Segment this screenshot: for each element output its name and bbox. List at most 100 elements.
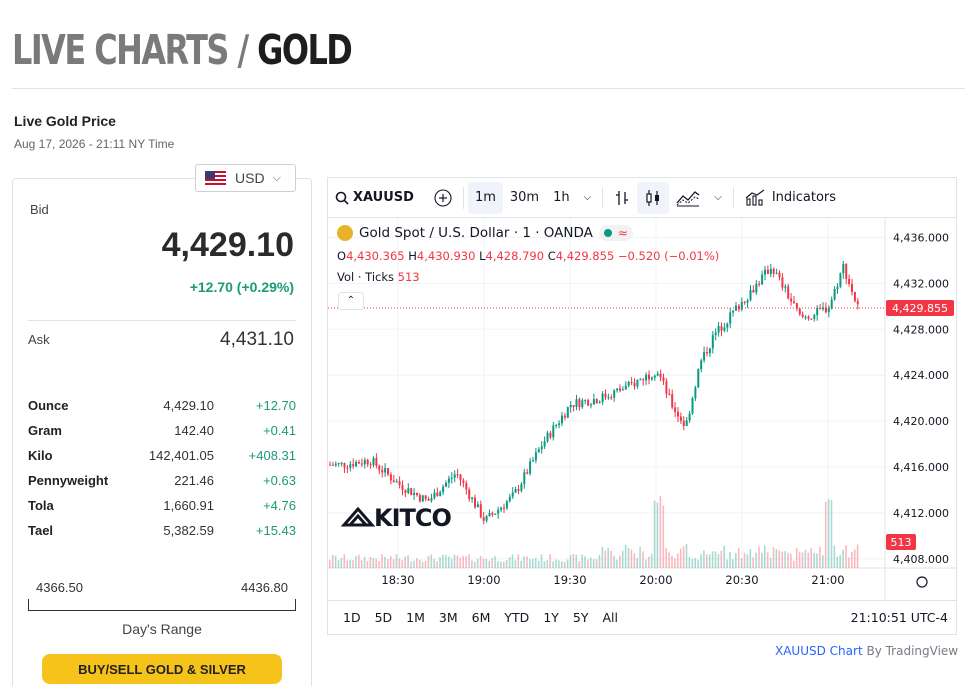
candle-body	[653, 375, 656, 378]
y-tick-label: 4,436.000	[893, 232, 949, 245]
open-value: 4,430.365	[346, 249, 405, 263]
unit-name: Tola	[28, 498, 54, 513]
indicators-button[interactable]: Indicators	[738, 182, 843, 214]
volume-bar	[595, 559, 598, 568]
candle-body	[474, 497, 476, 508]
candle-body	[601, 393, 604, 403]
candle-body	[563, 415, 566, 418]
volume-bar	[607, 547, 609, 568]
range-3m[interactable]: 3M	[438, 610, 458, 625]
x-tick-label: 21:00	[811, 573, 844, 587]
candle-body	[575, 399, 578, 407]
volume-bar	[639, 546, 641, 568]
volume-bar	[706, 554, 708, 568]
candle-body	[842, 263, 845, 274]
interval-1m[interactable]: 1m	[467, 181, 503, 214]
y-tick-label: 4,416.000	[893, 461, 949, 474]
volume-bar	[575, 554, 578, 568]
range-1y[interactable]: 1Y	[543, 610, 559, 625]
candle-body	[662, 377, 665, 382]
volume-bar	[630, 549, 633, 568]
last-price-badge	[886, 300, 954, 317]
candle-body	[679, 416, 682, 421]
volume-bar	[682, 546, 685, 568]
candle-body	[424, 495, 427, 499]
candle-body	[732, 310, 735, 313]
volume-bar	[511, 554, 514, 568]
volume-bar	[549, 554, 551, 568]
volume-bar	[604, 550, 607, 568]
volume-bar	[520, 560, 522, 568]
range-all[interactable]: All	[602, 610, 619, 625]
unit-price-table: Ounce 4,429.10 +12.70 Gram 142.40 +0.41 Kilo…	[28, 393, 296, 543]
candle-body	[630, 382, 633, 384]
candle-body	[711, 335, 714, 349]
chart-legend-title: Gold Spot / U.S. Dollar · 1 · OANDA ≈	[337, 225, 633, 241]
bars-icon	[616, 190, 629, 205]
change-value: −0.520 (−0.01%)	[617, 249, 720, 263]
candle-body	[624, 385, 627, 390]
currency-select[interactable]: USD ⌵	[195, 164, 296, 192]
volume-bar	[497, 561, 499, 568]
candle-body	[784, 286, 787, 288]
collapse-legend-button[interactable]: ⌃	[338, 292, 364, 310]
candle-body	[381, 470, 384, 473]
candle-body	[827, 308, 830, 313]
interval-dropdown[interactable]: ⌵	[577, 182, 599, 214]
candle-body	[387, 468, 389, 475]
interval-1h[interactable]: 1h	[553, 190, 570, 205]
table-row: Ounce 4,429.10 +12.70	[28, 393, 296, 418]
chart-clock[interactable]: 21:10:51 UTC-4	[850, 610, 948, 625]
range-5y[interactable]: 5Y	[572, 610, 589, 625]
day-range-low: 4366.50	[36, 580, 83, 595]
volume-bar	[389, 556, 392, 568]
candle-body	[804, 316, 807, 318]
volume-bar	[343, 554, 346, 568]
candles-button[interactable]	[637, 181, 670, 214]
candle-body	[450, 477, 453, 479]
page-title-prefix: LIVE CHARTS /	[12, 26, 258, 74]
volume-bar	[465, 556, 467, 568]
y-tick-label: 4,424.000	[893, 369, 949, 382]
volume-bar	[584, 556, 586, 568]
candle-body	[358, 461, 360, 464]
volume-bar	[746, 554, 749, 568]
range-1m[interactable]: 1M	[406, 610, 425, 625]
range-6m[interactable]: 6M	[471, 610, 491, 625]
volume-bar	[384, 556, 386, 568]
kitco-watermark: KITCO	[374, 504, 452, 532]
volume-bar	[700, 554, 702, 568]
candle-body	[648, 374, 650, 380]
volume-bar	[532, 558, 534, 568]
bar-style-button[interactable]	[607, 182, 637, 214]
volume-bar	[645, 559, 647, 568]
chart-link[interactable]: XAUUSD Chart	[775, 644, 863, 658]
candle-body	[363, 459, 366, 465]
add-icon	[434, 188, 452, 207]
volume-bar	[717, 554, 720, 568]
unit-change: +12.70	[255, 398, 296, 413]
buy-sell-button[interactable]: BUY/SELL GOLD & SILVER	[42, 654, 282, 684]
candle-body	[334, 463, 337, 466]
candle-body	[505, 501, 508, 509]
symbol-search[interactable]: XAUUSD	[328, 182, 421, 214]
search-icon	[335, 191, 349, 205]
interval-30m[interactable]: 30m	[509, 190, 540, 205]
candle-body	[685, 420, 688, 426]
volume-bar	[375, 558, 377, 568]
volume-bar	[592, 559, 595, 568]
candle-body	[442, 486, 445, 493]
volume-bar	[711, 551, 714, 568]
range-1d[interactable]: 1D	[343, 610, 361, 625]
volume-bar	[703, 550, 705, 568]
volume-bar	[514, 560, 517, 568]
range-ytd[interactable]: YTD	[504, 610, 530, 625]
volume-bar	[346, 560, 348, 568]
price-chart[interactable]: 4,436.000 4,432.000 4,428.000 4,424.000 4,42…	[328, 218, 956, 600]
volume-bar	[732, 559, 734, 568]
chart-type-dropdown[interactable]: ⌵	[707, 182, 729, 214]
range-5d[interactable]: 5D	[374, 610, 393, 625]
compare-button[interactable]	[427, 182, 459, 214]
candle-body	[404, 490, 407, 493]
compare-chart-button[interactable]	[669, 182, 707, 214]
